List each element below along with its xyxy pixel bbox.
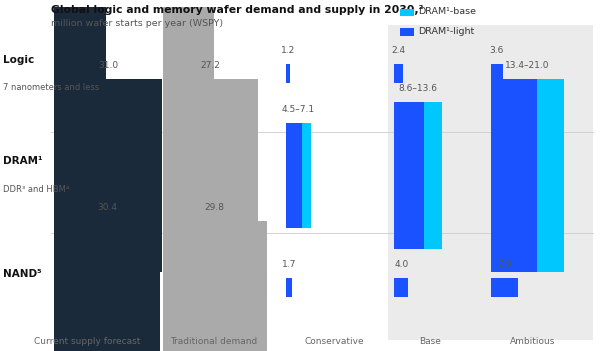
Text: 31.0: 31.0 [98, 61, 119, 70]
Bar [394, 102, 424, 249]
Bar [163, 221, 267, 351]
Bar [286, 123, 311, 228]
Text: million wafer starts per year (WSPY): million wafer starts per year (WSPY) [51, 19, 223, 28]
Bar [394, 278, 408, 298]
Bar [394, 64, 403, 83]
Text: 4.5–7.1: 4.5–7.1 [282, 105, 315, 114]
Bar [491, 79, 538, 272]
Text: 13.4–21.0: 13.4–21.0 [505, 61, 550, 70]
Bar [491, 64, 503, 83]
Text: DRAM¹-base: DRAM¹-base [418, 7, 476, 16]
Text: 7.9: 7.9 [497, 260, 512, 270]
Text: NAND⁵: NAND⁵ [3, 269, 42, 279]
Bar [491, 278, 518, 298]
Text: 30.4: 30.4 [98, 203, 117, 212]
Text: 1.7: 1.7 [282, 260, 296, 270]
Text: Logic: Logic [3, 55, 34, 65]
Text: 3.6: 3.6 [490, 46, 504, 55]
Bar [388, 25, 593, 340]
Bar [163, 7, 214, 140]
Text: Traditional demand: Traditional demand [170, 337, 257, 346]
Text: 7 nanometers and less: 7 nanometers and less [3, 83, 99, 92]
Text: DRAM¹-light: DRAM¹-light [418, 27, 474, 36]
Bar [286, 278, 292, 298]
Bar [394, 102, 442, 249]
Text: Ambitious: Ambitious [510, 337, 556, 346]
Bar [400, 28, 414, 36]
Text: 1.2: 1.2 [281, 46, 295, 55]
Text: 29.8: 29.8 [205, 203, 225, 212]
Text: DRAM¹: DRAM¹ [3, 157, 43, 166]
Bar [286, 123, 302, 228]
Text: 4.0: 4.0 [394, 260, 408, 270]
Bar [400, 9, 414, 16]
Bar [54, 221, 160, 351]
Text: 2.4: 2.4 [391, 46, 406, 55]
Text: Conservative: Conservative [304, 337, 364, 346]
Text: Base: Base [420, 337, 441, 346]
Bar [54, 79, 163, 272]
Text: Current supply forecast: Current supply forecast [34, 337, 140, 346]
Bar [286, 64, 290, 83]
Text: 27.2: 27.2 [200, 61, 220, 70]
Text: 8.6–13.6: 8.6–13.6 [399, 84, 438, 93]
Text: Global logic and memory wafer demand and supply in 2030,²: Global logic and memory wafer demand and… [51, 5, 424, 15]
Bar [491, 79, 564, 272]
Text: DDR³ and HBM⁴: DDR³ and HBM⁴ [3, 185, 69, 194]
Bar [163, 79, 258, 272]
Bar [54, 7, 106, 140]
